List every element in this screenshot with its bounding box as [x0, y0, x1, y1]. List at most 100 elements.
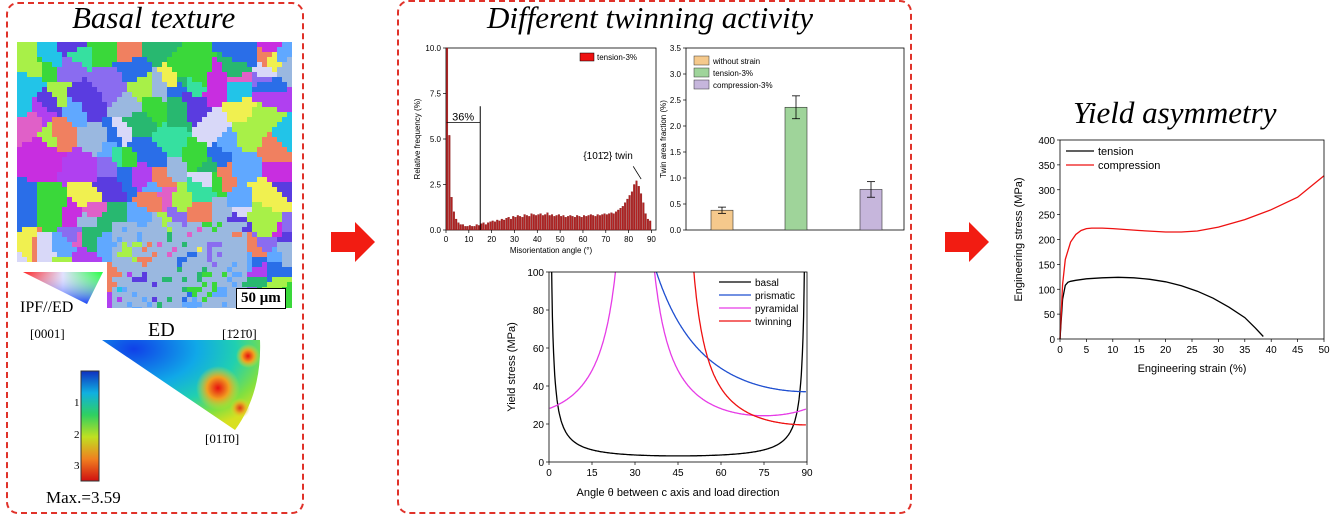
ebsd-pixel — [267, 242, 272, 247]
tick-label: 40 — [533, 382, 545, 393]
histogram-bar — [462, 224, 465, 231]
ebsd-pixel — [232, 167, 237, 172]
ebsd-pixel — [287, 42, 292, 47]
ebsd-pixel — [187, 242, 192, 247]
ebsd-pixel — [67, 47, 72, 52]
ebsd-pixel — [222, 57, 227, 62]
ebsd-pixel — [197, 282, 202, 287]
ebsd-pixel — [37, 77, 42, 82]
ebsd-pixel — [242, 132, 247, 137]
ebsd-pixel — [287, 272, 292, 277]
ebsd-pixel — [137, 167, 142, 172]
ebsd-pixel — [287, 52, 292, 57]
twin-pointer-line — [632, 166, 642, 180]
ebsd-pixel — [77, 132, 82, 137]
ebsd-pixel — [72, 97, 77, 102]
ebsd-pixel — [222, 287, 227, 292]
ebsd-pixel — [222, 157, 227, 162]
ebsd-pixel — [157, 237, 162, 242]
ebsd-pixel — [157, 272, 162, 277]
ebsd-pixel — [267, 102, 272, 107]
ebsd-pixel — [212, 267, 217, 272]
ebsd-pixel — [122, 152, 127, 157]
ebsd-pixel — [182, 222, 187, 227]
ebsd-pixel — [27, 182, 32, 187]
ebsd-pixel — [252, 247, 257, 252]
ebsd-pixel — [212, 192, 217, 197]
ebsd-pixel — [92, 117, 97, 122]
ebsd-pixel — [47, 57, 52, 62]
ebsd-pixel — [227, 282, 232, 287]
ebsd-pixel — [87, 167, 92, 172]
ebsd-pixel — [182, 167, 187, 172]
ebsd-pixel — [107, 62, 112, 67]
ebsd-pixel — [277, 142, 282, 147]
tick-label: 45 — [1292, 345, 1304, 356]
ebsd-pixel — [92, 57, 97, 62]
ebsd-pixel — [37, 122, 42, 127]
ebsd-pixel — [92, 212, 97, 217]
ebsd-pixel — [147, 47, 152, 52]
ebsd-pixel — [137, 97, 142, 102]
ebsd-pixel — [147, 202, 152, 207]
ebsd-pixel — [77, 147, 82, 152]
ebsd-pixel — [202, 147, 207, 152]
ebsd-pixel — [167, 267, 172, 272]
ebsd-pixel — [187, 277, 192, 282]
ebsd-pixel — [82, 47, 87, 52]
ebsd-pixel — [107, 187, 112, 192]
tick-label: 40 — [533, 235, 542, 244]
histogram-bar — [562, 215, 565, 231]
ebsd-pixel — [287, 232, 292, 237]
ebsd-pixel — [87, 132, 92, 137]
ebsd-pixel — [97, 42, 102, 47]
ebsd-pixel — [222, 62, 227, 67]
ebsd-pixel — [72, 62, 77, 67]
ebsd-pixel — [202, 282, 207, 287]
tick-label: 7.5 — [430, 90, 442, 99]
ebsd-pixel — [212, 247, 217, 252]
tick-label: 30 — [510, 235, 519, 244]
ebsd-pixel — [277, 267, 282, 272]
ebsd-pixel — [27, 162, 32, 167]
ebsd-pixel — [67, 217, 72, 222]
ebsd-pixel — [212, 272, 217, 277]
ebsd-pixel — [167, 52, 172, 57]
ebsd-pixel — [192, 152, 197, 157]
ebsd-pixel — [37, 117, 42, 122]
ebsd-pixel — [287, 132, 292, 137]
ebsd-pixel — [97, 102, 102, 107]
ebsd-pixel — [222, 167, 227, 172]
ebsd-pixel — [137, 177, 142, 182]
histogram-bar — [567, 216, 570, 231]
ebsd-pixel — [132, 262, 137, 267]
ebsd-pixel — [157, 132, 162, 137]
ebsd-pixel — [122, 282, 127, 287]
ebsd-pixel — [167, 72, 172, 77]
ebsd-pixel — [22, 247, 27, 252]
ebsd-pixel — [237, 137, 242, 142]
ebsd-pixel — [217, 157, 222, 162]
ebsd-pixel — [182, 192, 187, 197]
ebsd-pixel — [187, 47, 192, 52]
ebsd-pixel — [132, 167, 137, 172]
ebsd-pixel — [147, 297, 152, 302]
ebsd-pixel — [237, 52, 242, 57]
ebsd-pixel — [187, 272, 192, 277]
ebsd-pixel — [287, 157, 292, 162]
ebsd-pixel — [157, 127, 162, 132]
ebsd-pixel — [47, 122, 52, 127]
ebsd-pixel — [87, 247, 92, 252]
ebsd-pixel — [122, 142, 127, 147]
ebsd-pixel — [212, 182, 217, 187]
tick-label: 3.0 — [670, 70, 682, 79]
tick-label: 50 — [1318, 345, 1330, 356]
ebsd-pixel — [147, 87, 152, 92]
ebsd-pixel — [207, 152, 212, 157]
ebsd-pixel — [67, 207, 72, 212]
ebsd-pixel — [227, 107, 232, 112]
ebsd-pixel — [107, 232, 112, 237]
ebsd-pixel — [167, 152, 172, 157]
ebsd-pixel — [262, 282, 267, 287]
ebsd-pixel — [147, 162, 152, 167]
